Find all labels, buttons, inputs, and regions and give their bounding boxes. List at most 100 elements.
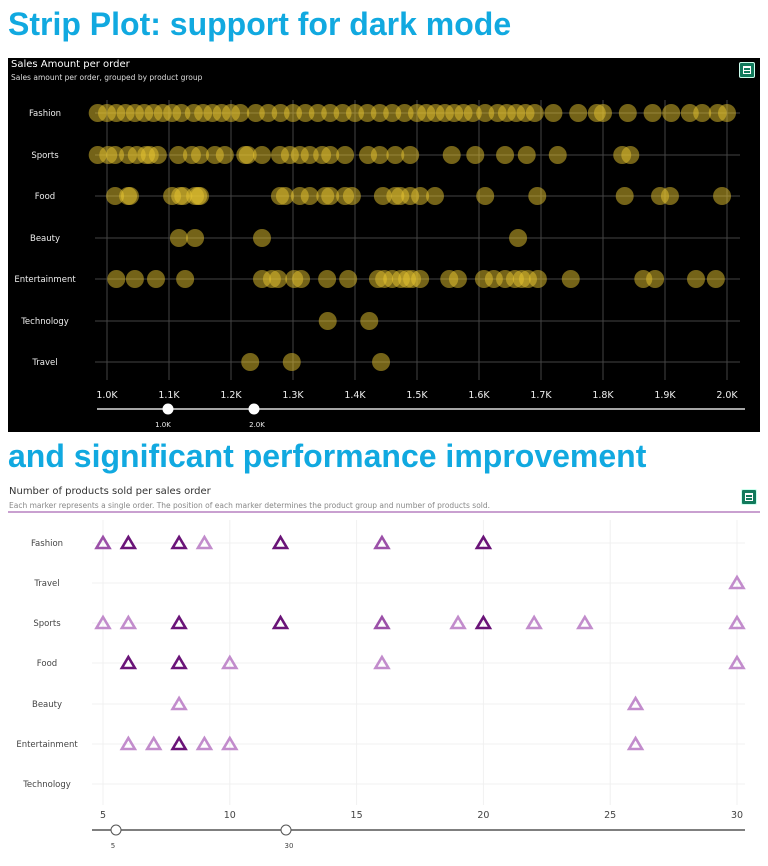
- data-point[interactable]: [425, 187, 444, 205]
- data-point[interactable]: [339, 270, 358, 288]
- data-point[interactable]: [463, 104, 482, 122]
- data-point[interactable]: [195, 534, 214, 550]
- data-point[interactable]: [119, 654, 138, 670]
- data-point[interactable]: [476, 104, 495, 122]
- data-point[interactable]: [269, 270, 288, 288]
- data-point[interactable]: [119, 614, 138, 630]
- data-point[interactable]: [241, 353, 260, 371]
- data-point[interactable]: [300, 187, 319, 205]
- data-point[interactable]: [728, 654, 746, 670]
- data-point[interactable]: [626, 735, 645, 751]
- data-point[interactable]: [170, 614, 188, 630]
- table-view-icon[interactable]: [739, 62, 755, 78]
- data-point[interactable]: [271, 104, 290, 122]
- data-point[interactable]: [170, 695, 188, 711]
- data-point[interactable]: [94, 614, 112, 630]
- data-point[interactable]: [125, 270, 144, 288]
- data-point[interactable]: [170, 735, 188, 751]
- data-point[interactable]: [253, 146, 271, 164]
- data-point[interactable]: [548, 146, 567, 164]
- data-point[interactable]: [718, 104, 736, 122]
- data-point[interactable]: [728, 614, 746, 630]
- data-point[interactable]: [370, 146, 389, 164]
- data-point[interactable]: [169, 229, 188, 247]
- data-point[interactable]: [544, 104, 563, 122]
- data-point[interactable]: [373, 654, 391, 670]
- data-point[interactable]: [643, 104, 662, 122]
- data-point[interactable]: [107, 270, 126, 288]
- data-point[interactable]: [528, 270, 547, 288]
- data-point[interactable]: [271, 614, 290, 630]
- data-point[interactable]: [191, 146, 209, 164]
- range-slider-max-handle[interactable]: [248, 403, 260, 415]
- data-point[interactable]: [517, 146, 536, 164]
- data-point[interactable]: [386, 146, 405, 164]
- data-point[interactable]: [525, 104, 544, 122]
- data-point[interactable]: [358, 104, 377, 122]
- range-slider-max-handle[interactable]: [280, 824, 292, 836]
- data-point[interactable]: [693, 104, 712, 122]
- data-point[interactable]: [395, 104, 414, 122]
- data-point[interactable]: [195, 735, 214, 751]
- data-point[interactable]: [442, 146, 461, 164]
- data-point[interactable]: [621, 146, 640, 164]
- data-point[interactable]: [346, 104, 364, 122]
- data-point[interactable]: [448, 270, 467, 288]
- data-point[interactable]: [525, 614, 543, 630]
- data-point[interactable]: [373, 187, 392, 205]
- data-point[interactable]: [660, 187, 679, 205]
- data-point[interactable]: [282, 353, 301, 371]
- data-point[interactable]: [474, 534, 493, 550]
- data-point[interactable]: [569, 104, 588, 122]
- data-point[interactable]: [191, 187, 209, 205]
- data-point[interactable]: [594, 104, 612, 122]
- data-point[interactable]: [333, 104, 352, 122]
- data-point[interactable]: [215, 146, 234, 164]
- data-point[interactable]: [106, 187, 125, 205]
- data-point[interactable]: [680, 104, 699, 122]
- data-point[interactable]: [144, 735, 163, 751]
- data-point[interactable]: [321, 104, 340, 122]
- data-point[interactable]: [284, 104, 302, 122]
- data-point[interactable]: [271, 534, 290, 550]
- data-point[interactable]: [148, 146, 167, 164]
- data-point[interactable]: [221, 654, 239, 670]
- data-point[interactable]: [618, 104, 637, 122]
- data-point[interactable]: [172, 104, 191, 122]
- data-point[interactable]: [170, 534, 188, 550]
- data-point[interactable]: [169, 146, 188, 164]
- data-point[interactable]: [476, 187, 495, 205]
- data-point[interactable]: [296, 104, 315, 122]
- data-point[interactable]: [626, 695, 645, 711]
- data-point[interactable]: [221, 735, 239, 751]
- data-point[interactable]: [713, 187, 732, 205]
- data-point[interactable]: [687, 270, 705, 288]
- data-point[interactable]: [119, 534, 138, 550]
- data-point[interactable]: [360, 312, 379, 330]
- data-point[interactable]: [401, 146, 420, 164]
- data-point[interactable]: [373, 534, 391, 550]
- data-point[interactable]: [342, 187, 361, 205]
- data-point[interactable]: [528, 187, 547, 205]
- data-point[interactable]: [411, 270, 430, 288]
- data-point[interactable]: [383, 104, 402, 122]
- data-point[interactable]: [449, 614, 467, 630]
- data-point[interactable]: [646, 270, 665, 288]
- data-point[interactable]: [318, 312, 337, 330]
- data-point[interactable]: [106, 146, 125, 164]
- data-point[interactable]: [474, 614, 493, 630]
- data-point[interactable]: [336, 146, 355, 164]
- data-point[interactable]: [576, 614, 594, 630]
- data-point[interactable]: [253, 229, 271, 247]
- data-point[interactable]: [373, 614, 391, 630]
- data-point[interactable]: [186, 229, 205, 247]
- data-point[interactable]: [496, 146, 515, 164]
- data-point[interactable]: [246, 104, 265, 122]
- data-point[interactable]: [259, 104, 278, 122]
- data-point[interactable]: [706, 270, 725, 288]
- data-point[interactable]: [411, 187, 430, 205]
- data-point[interactable]: [170, 654, 188, 670]
- data-point[interactable]: [728, 574, 746, 590]
- data-point[interactable]: [120, 187, 139, 205]
- data-point[interactable]: [292, 270, 311, 288]
